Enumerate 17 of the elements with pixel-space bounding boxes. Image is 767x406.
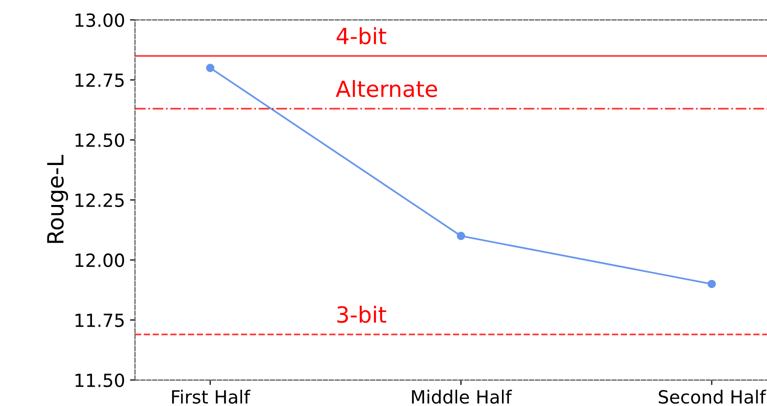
y-tick-label: 11.50 (76, 373, 124, 388)
point (456, 232, 466, 240)
y-tick-label: 13.00 (76, 13, 124, 28)
y-tick-label: 12.75 (76, 73, 124, 88)
y-tick-label: 12.00 (76, 253, 124, 268)
y-tick-label: 11.75 (76, 314, 124, 328)
x-tick-label: Middle Half (412, 390, 512, 404)
ref-line-label: 3-bit (337, 306, 386, 323)
y-axis-title: Rouge-L (47, 154, 68, 243)
ref-line-label: Alternate (336, 80, 438, 98)
point (708, 280, 716, 288)
point (206, 64, 214, 72)
y-tick-label: 12.25 (76, 193, 124, 208)
x-tick-label: Second Half (658, 390, 766, 404)
y-tick-label: 12.50 (76, 133, 124, 148)
x-tick-label: First Half (172, 390, 250, 404)
ref-line-label: 4-bit (336, 27, 386, 44)
